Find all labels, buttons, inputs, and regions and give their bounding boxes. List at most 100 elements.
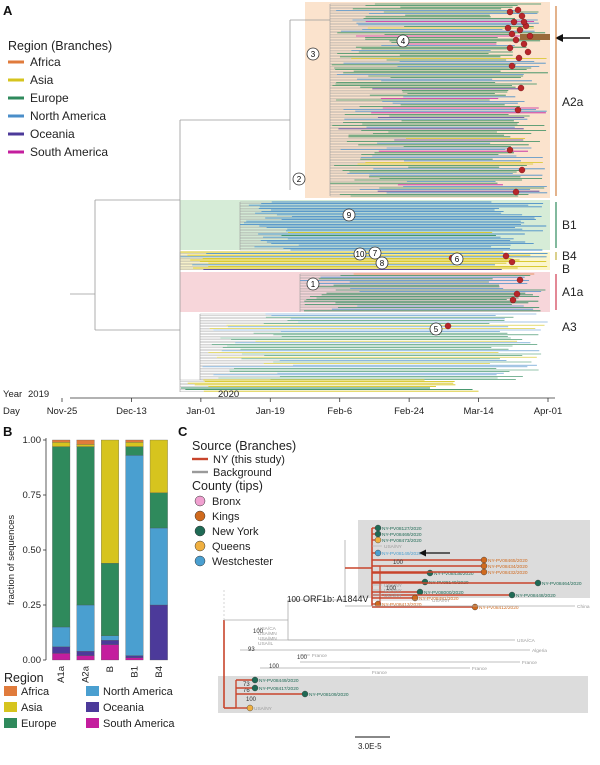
bootstrap-label-5: 100 (269, 664, 280, 670)
ny-tip-marker (518, 166, 526, 174)
ny-tip-marker (506, 146, 514, 154)
bg-tip-label: Algeria (532, 648, 547, 654)
x-tick-label-B: B (105, 666, 116, 672)
tip-label: NY-PV08464/2020 (542, 581, 582, 587)
tip-marker (480, 556, 488, 564)
panel-a: A A2a B1 B4 B A1a A3 1 2 (0, 2, 590, 417)
bar-segment-B4-europe (149, 492, 168, 529)
day-tick-label-1: Dec-13 (116, 406, 147, 417)
svg-text:5: 5 (434, 325, 439, 334)
ny-tip-marker (502, 252, 510, 260)
svg-text:8: 8 (380, 259, 385, 268)
bar-chart: 0.00 0.25 0.50 0.75 1.00 A1a A2a B B1 B4 (23, 435, 168, 683)
node-4: 4 (396, 34, 410, 48)
bg-tip-label: USA/CA (258, 626, 277, 632)
mutation-label: ORF1b: A1844V (303, 594, 369, 604)
county-item-0: Bronx (212, 496, 241, 508)
ny-tip-marker (517, 84, 525, 92)
clade-label-b4: B4 (562, 249, 577, 263)
bar-segment-B-europe (101, 563, 119, 636)
bar-segment-B-south-america (101, 644, 119, 661)
bar-segment-A1a-europe (52, 446, 71, 628)
ny-tip-marker (506, 8, 514, 16)
bar-segment-A1a-north-america (52, 626, 71, 647)
tip-marker (374, 549, 382, 557)
bootstrap-label-1: 100 (386, 586, 397, 592)
x-tick-label-B1: B1 (129, 666, 140, 678)
legend-b-item-2: Asia (21, 702, 43, 714)
bg-tip-label: USA/NY (432, 598, 451, 604)
bar-segment-B1-africa (125, 439, 144, 443)
legend-b-item-0: Africa (21, 686, 50, 698)
tip-marker (508, 591, 516, 599)
county-swatch-3 (194, 540, 206, 552)
bg-tip-label: USA/NY (384, 588, 403, 594)
bar-segment-B-oceania (101, 640, 119, 645)
clade-label-b1: B1 (562, 218, 577, 232)
tip-label: NY-PV08417/2020 (259, 686, 299, 692)
svg-text:7: 7 (373, 249, 378, 258)
tip-marker (426, 569, 434, 577)
tip-label: NY-PV08449/2020 (259, 678, 299, 684)
bg-tip-label: France (312, 653, 327, 659)
ny-tip-marker (510, 18, 518, 26)
ny-tip-marker (524, 48, 532, 56)
tip-marker (411, 594, 419, 602)
timeline-axis: Year 2019 2020 Day Nov-25 Dec-13 Jan-01 Jan… (3, 389, 562, 417)
node-7: 7 (368, 246, 382, 260)
svg-text:1: 1 (311, 280, 316, 289)
ny-phylogeny: NY-PV08127/2020NY-PV08469/2020NY-PV08473… (223, 524, 590, 712)
tip-marker (471, 603, 479, 611)
bar-segment-B4-oceania (149, 604, 168, 661)
bg-tip-label: France (522, 660, 537, 666)
clade-label-a1a: A1a (562, 285, 584, 299)
tip-label: NY-PV08149/2020 (382, 551, 422, 557)
tip-label: NY-PV08109/2020 (309, 692, 349, 698)
bar-segment-A2a-oceania (76, 651, 95, 656)
day-tick-label-7: Apr-01 (534, 406, 563, 417)
y-tick-label-1: 0.25 (23, 600, 42, 611)
ny-tip-marker (504, 24, 512, 32)
bootstrap-label-0: 100 (393, 560, 404, 566)
node-5: 5 (429, 322, 443, 336)
bg-tip-label: France (472, 666, 487, 672)
bar-segment-A2a-asia (76, 444, 95, 447)
bg-tip-label: USA/NY (384, 544, 403, 550)
bar-segment-A1a-south-america (52, 653, 71, 661)
bar-segment-B1-europe (125, 446, 144, 456)
ny-tip-marker (512, 188, 520, 196)
bootstrap-label-6: 73 (243, 682, 250, 688)
tip-label: NY-PV08438/2020 (434, 571, 474, 577)
bootstrap-label-3: 93 (248, 647, 255, 653)
legend-b-swatch-1 (86, 686, 99, 696)
day-tick-label-3: Jan-19 (256, 406, 285, 417)
tip-label: NY-PV08473/2020 (382, 538, 422, 544)
legend-b-item-3: Oceania (103, 702, 145, 714)
arrow-c-icon (419, 549, 450, 557)
mutation-support: 100 (287, 595, 301, 604)
node-2: 2 (292, 172, 306, 186)
svg-text:3: 3 (311, 50, 316, 59)
bar-segment-A1a-africa (52, 439, 71, 443)
ny-tip-marker (516, 26, 524, 34)
county-item-4: Westchester (212, 556, 273, 568)
bootstrap-label-7: 76 (243, 688, 250, 694)
bar-segment-A1a-asia (52, 442, 71, 447)
node-8: 8 (375, 256, 389, 270)
svg-text:9: 9 (347, 211, 352, 220)
x-tick-label-B4: B4 (154, 666, 165, 678)
arrow-icon (555, 34, 590, 42)
legend-item-1: Asia (30, 73, 54, 87)
node-markers: 1 2 3 4 5 6 7 8 9 10 (292, 34, 464, 336)
day-tick-label-0: Nov-25 (47, 406, 78, 417)
ny-tip-marker (509, 296, 517, 304)
bg-tip-label: USA/IL (258, 641, 274, 647)
day-tick-label-2: Jan-01 (186, 406, 215, 417)
clade-label-a3: A3 (562, 320, 577, 334)
ny-tip-marker (444, 322, 452, 330)
county-item-2: New York (212, 526, 259, 538)
highlighted-branch (520, 34, 550, 40)
bootstrap-label-8: 100 (246, 697, 257, 703)
bar-segment-A2a-africa (76, 439, 95, 445)
legend-item-0: Africa (30, 55, 61, 69)
